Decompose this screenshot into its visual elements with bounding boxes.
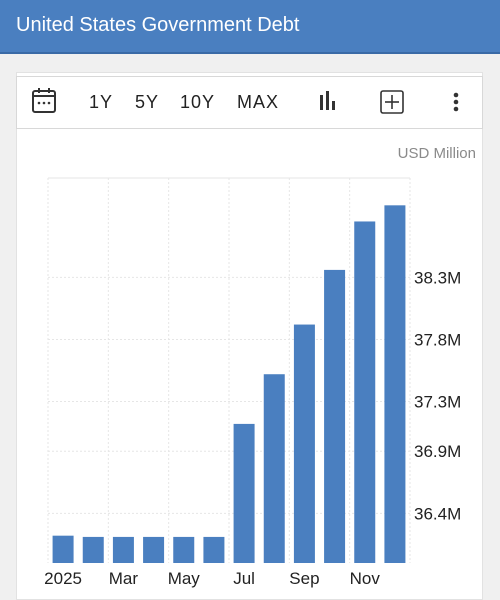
bar-sep-2025[interactable]	[293, 324, 315, 563]
bar-jun-2025[interactable]	[203, 536, 225, 563]
bar-dec-2025[interactable]	[384, 205, 406, 564]
unit-label: USD Million	[397, 145, 476, 162]
x-tick-label: May	[168, 569, 201, 588]
chart-grid	[47, 177, 411, 563]
bar-chart-icon[interactable]	[317, 77, 339, 128]
chart-toolbar: 1Y 5Y 10Y MAX	[16, 76, 483, 129]
x-tick-label: 2025	[44, 569, 82, 588]
x-tick-label: Sep	[289, 569, 319, 588]
calendar-icon[interactable]	[31, 77, 57, 128]
y-tick-label: 37.8M	[414, 330, 461, 349]
x-tick-label: Jul	[233, 569, 255, 588]
range-5y-button[interactable]: 5Y	[135, 92, 160, 112]
add-chart-button[interactable]	[379, 77, 405, 128]
bar-feb-2025[interactable]	[82, 536, 104, 563]
range-1y-button[interactable]: 1Y	[89, 92, 114, 112]
x-axis-ticks: 2025 Mar May Jul Sep Nov	[44, 569, 380, 588]
bar-apr-2025[interactable]	[143, 536, 165, 563]
bar-may-2025[interactable]	[173, 536, 195, 563]
bar-jan-2025[interactable]	[52, 535, 74, 563]
bar-aug-2025[interactable]	[263, 374, 285, 563]
plus-box-icon	[380, 90, 404, 114]
range-10y-button[interactable]: 10Y	[180, 92, 216, 112]
bar-mar-2025[interactable]	[112, 536, 134, 563]
x-tick-label: Mar	[109, 569, 139, 588]
x-tick-label: Nov	[350, 569, 381, 588]
y-axis-ticks: 36.4M 36.9M 37.3M 37.8M 38.3M	[414, 268, 461, 523]
page-title: United States Government Debt	[16, 14, 300, 36]
y-tick-label: 36.9M	[414, 442, 461, 461]
bar-oct-2025[interactable]	[324, 269, 346, 563]
bar-jul-2025[interactable]	[233, 423, 255, 563]
chart-bars	[52, 205, 406, 564]
y-tick-label: 37.3M	[414, 393, 461, 412]
bar-nov-2025[interactable]	[354, 221, 376, 563]
app-header: United States Government Debt	[0, 0, 500, 54]
y-tick-label: 36.4M	[414, 504, 461, 523]
y-tick-label: 38.3M	[414, 268, 461, 287]
vertical-dots-icon	[453, 92, 459, 112]
more-options-button[interactable]	[449, 77, 463, 128]
range-max-button[interactable]: MAX	[237, 92, 280, 112]
